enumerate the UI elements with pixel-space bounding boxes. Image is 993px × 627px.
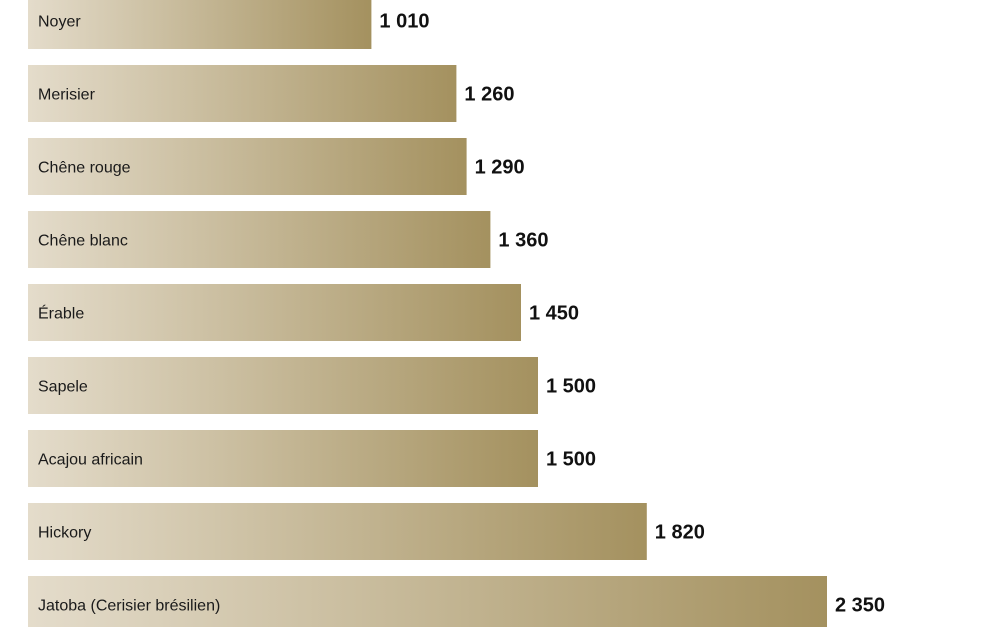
value-label: 1 500 [546,449,596,471]
bar-2 [28,138,467,195]
category-label: Hickory [38,525,91,542]
category-label: Chêne blanc [38,233,128,250]
bar-4 [28,284,521,341]
value-label: 1 450 [529,303,579,325]
category-label: Noyer [38,14,81,31]
value-label: 1 820 [655,522,705,544]
bars-group: Noyer 1 010 Merisier 1 260 Chêne rouge 1 290 C… [28,0,885,627]
bar-0 [28,0,372,49]
category-label: Merisier [38,87,96,104]
value-label: 2 350 [835,595,885,617]
value-label: 1 010 [379,11,429,33]
value-label: 1 500 [546,376,596,398]
value-label: 1 260 [464,84,514,106]
category-label: Jatoba (Cerisier brésilien) [38,598,220,615]
value-label: 1 360 [498,230,548,252]
value-label: 1 290 [475,157,525,179]
bar-3 [28,211,491,268]
bar-8 [28,576,827,627]
bar-5 [28,357,538,414]
category-label: Sapele [38,379,88,396]
bar-7 [28,503,647,560]
category-label: Érable [38,304,84,323]
bar-1 [28,65,457,122]
bar-6 [28,430,538,487]
category-label: Acajou africain [38,452,143,469]
category-label: Chêne rouge [38,160,131,177]
